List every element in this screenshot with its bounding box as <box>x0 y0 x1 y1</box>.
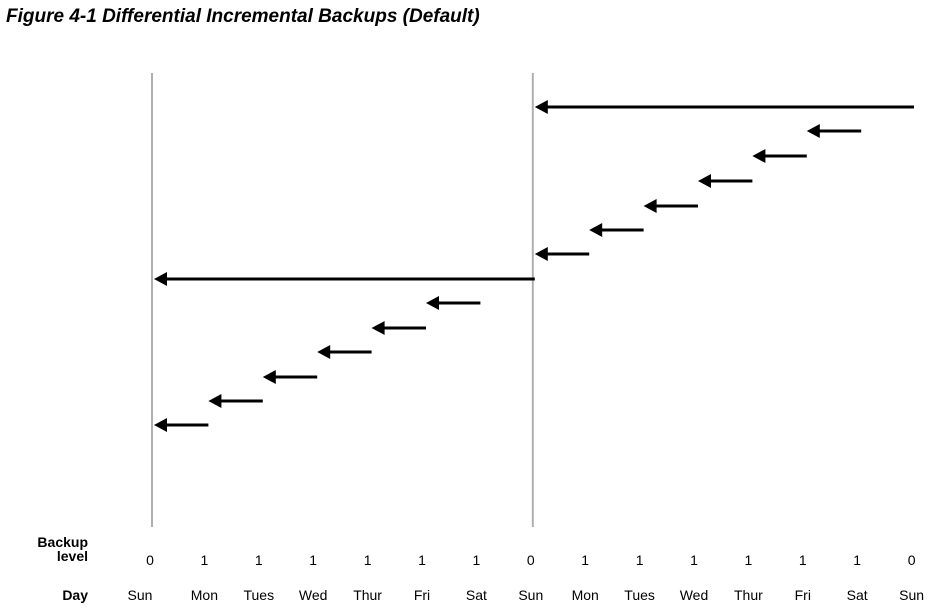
backup-level-value: 0 <box>907 552 916 568</box>
backup-level-value: 1 <box>853 552 862 568</box>
backup-arrow-head <box>208 394 222 408</box>
backup-level-value: 1 <box>363 552 372 568</box>
day-label: Sun <box>518 587 544 603</box>
backup-arrow-head <box>317 345 331 359</box>
day-label: Sun <box>899 587 925 603</box>
backup-level-value: 0 <box>146 552 154 568</box>
backup-arrow-head <box>154 418 167 432</box>
backup-arrow-head <box>534 247 548 261</box>
backup-arrow <box>426 296 481 310</box>
backup-level-value: 1 <box>254 552 263 568</box>
day-label: Thur <box>733 587 763 603</box>
backup-arrow <box>208 394 263 408</box>
day-label: Wed <box>679 587 709 603</box>
day-label: Mon <box>190 587 218 603</box>
backup-level-value: 1 <box>309 552 318 568</box>
backup-level-value: 1 <box>744 552 753 568</box>
day-label: Sat <box>465 587 487 603</box>
day-label: Sun <box>127 587 153 603</box>
backup-arrow <box>534 247 590 261</box>
backup-arrow-head <box>643 199 657 213</box>
day-label: Mon <box>571 587 599 603</box>
backup-level-value: 0 <box>526 552 535 568</box>
backup-arrow <box>534 100 914 114</box>
day-label: Fri <box>794 587 811 603</box>
backup-arrow <box>643 199 698 213</box>
backup-level-label-line2: level <box>56 548 88 564</box>
backup-level-value: 1 <box>798 552 807 568</box>
backup-arrow <box>698 174 753 188</box>
backup-arrow-head <box>534 100 548 114</box>
day-label: Fri <box>413 587 431 603</box>
backup-arrow-head <box>806 124 820 138</box>
day-label: Sat <box>846 587 868 603</box>
backup-arrow-head <box>752 149 766 163</box>
backup-arrow <box>806 124 862 138</box>
backup-arrow-head <box>426 296 439 310</box>
backup-arrow <box>589 223 644 237</box>
day-row-label: Day <box>62 587 88 603</box>
backup-arrow <box>317 345 372 359</box>
backup-arrow-head <box>589 223 603 237</box>
backup-level-value: 1 <box>581 552 590 568</box>
backup-arrow <box>262 370 318 384</box>
backup-level-value: 1 <box>690 552 698 568</box>
backup-level-label-line1: Backup <box>37 534 88 550</box>
backup-arrow-head <box>154 272 167 286</box>
backup-arrow <box>154 418 209 432</box>
backup-arrow <box>371 321 426 335</box>
backup-level-value: 1 <box>200 552 209 568</box>
backup-arrow-head <box>698 174 711 188</box>
day-label: Tues <box>624 587 655 603</box>
backup-level-value: 1 <box>418 552 426 568</box>
backup-arrow-head <box>371 321 385 335</box>
backup-arrow <box>154 272 535 286</box>
day-label: Thur <box>353 587 382 603</box>
figure-title: Figure 4-1 Differential Incremental Back… <box>6 6 480 27</box>
backup-level-row-label: Backup level <box>10 535 88 563</box>
backup-arrow <box>752 149 807 163</box>
backup-arrow-head <box>262 370 276 384</box>
backup-level-value: 1 <box>635 552 644 568</box>
backup-level-value: 1 <box>472 552 481 568</box>
day-label: Tues <box>243 587 275 603</box>
day-label: Wed <box>298 587 328 603</box>
